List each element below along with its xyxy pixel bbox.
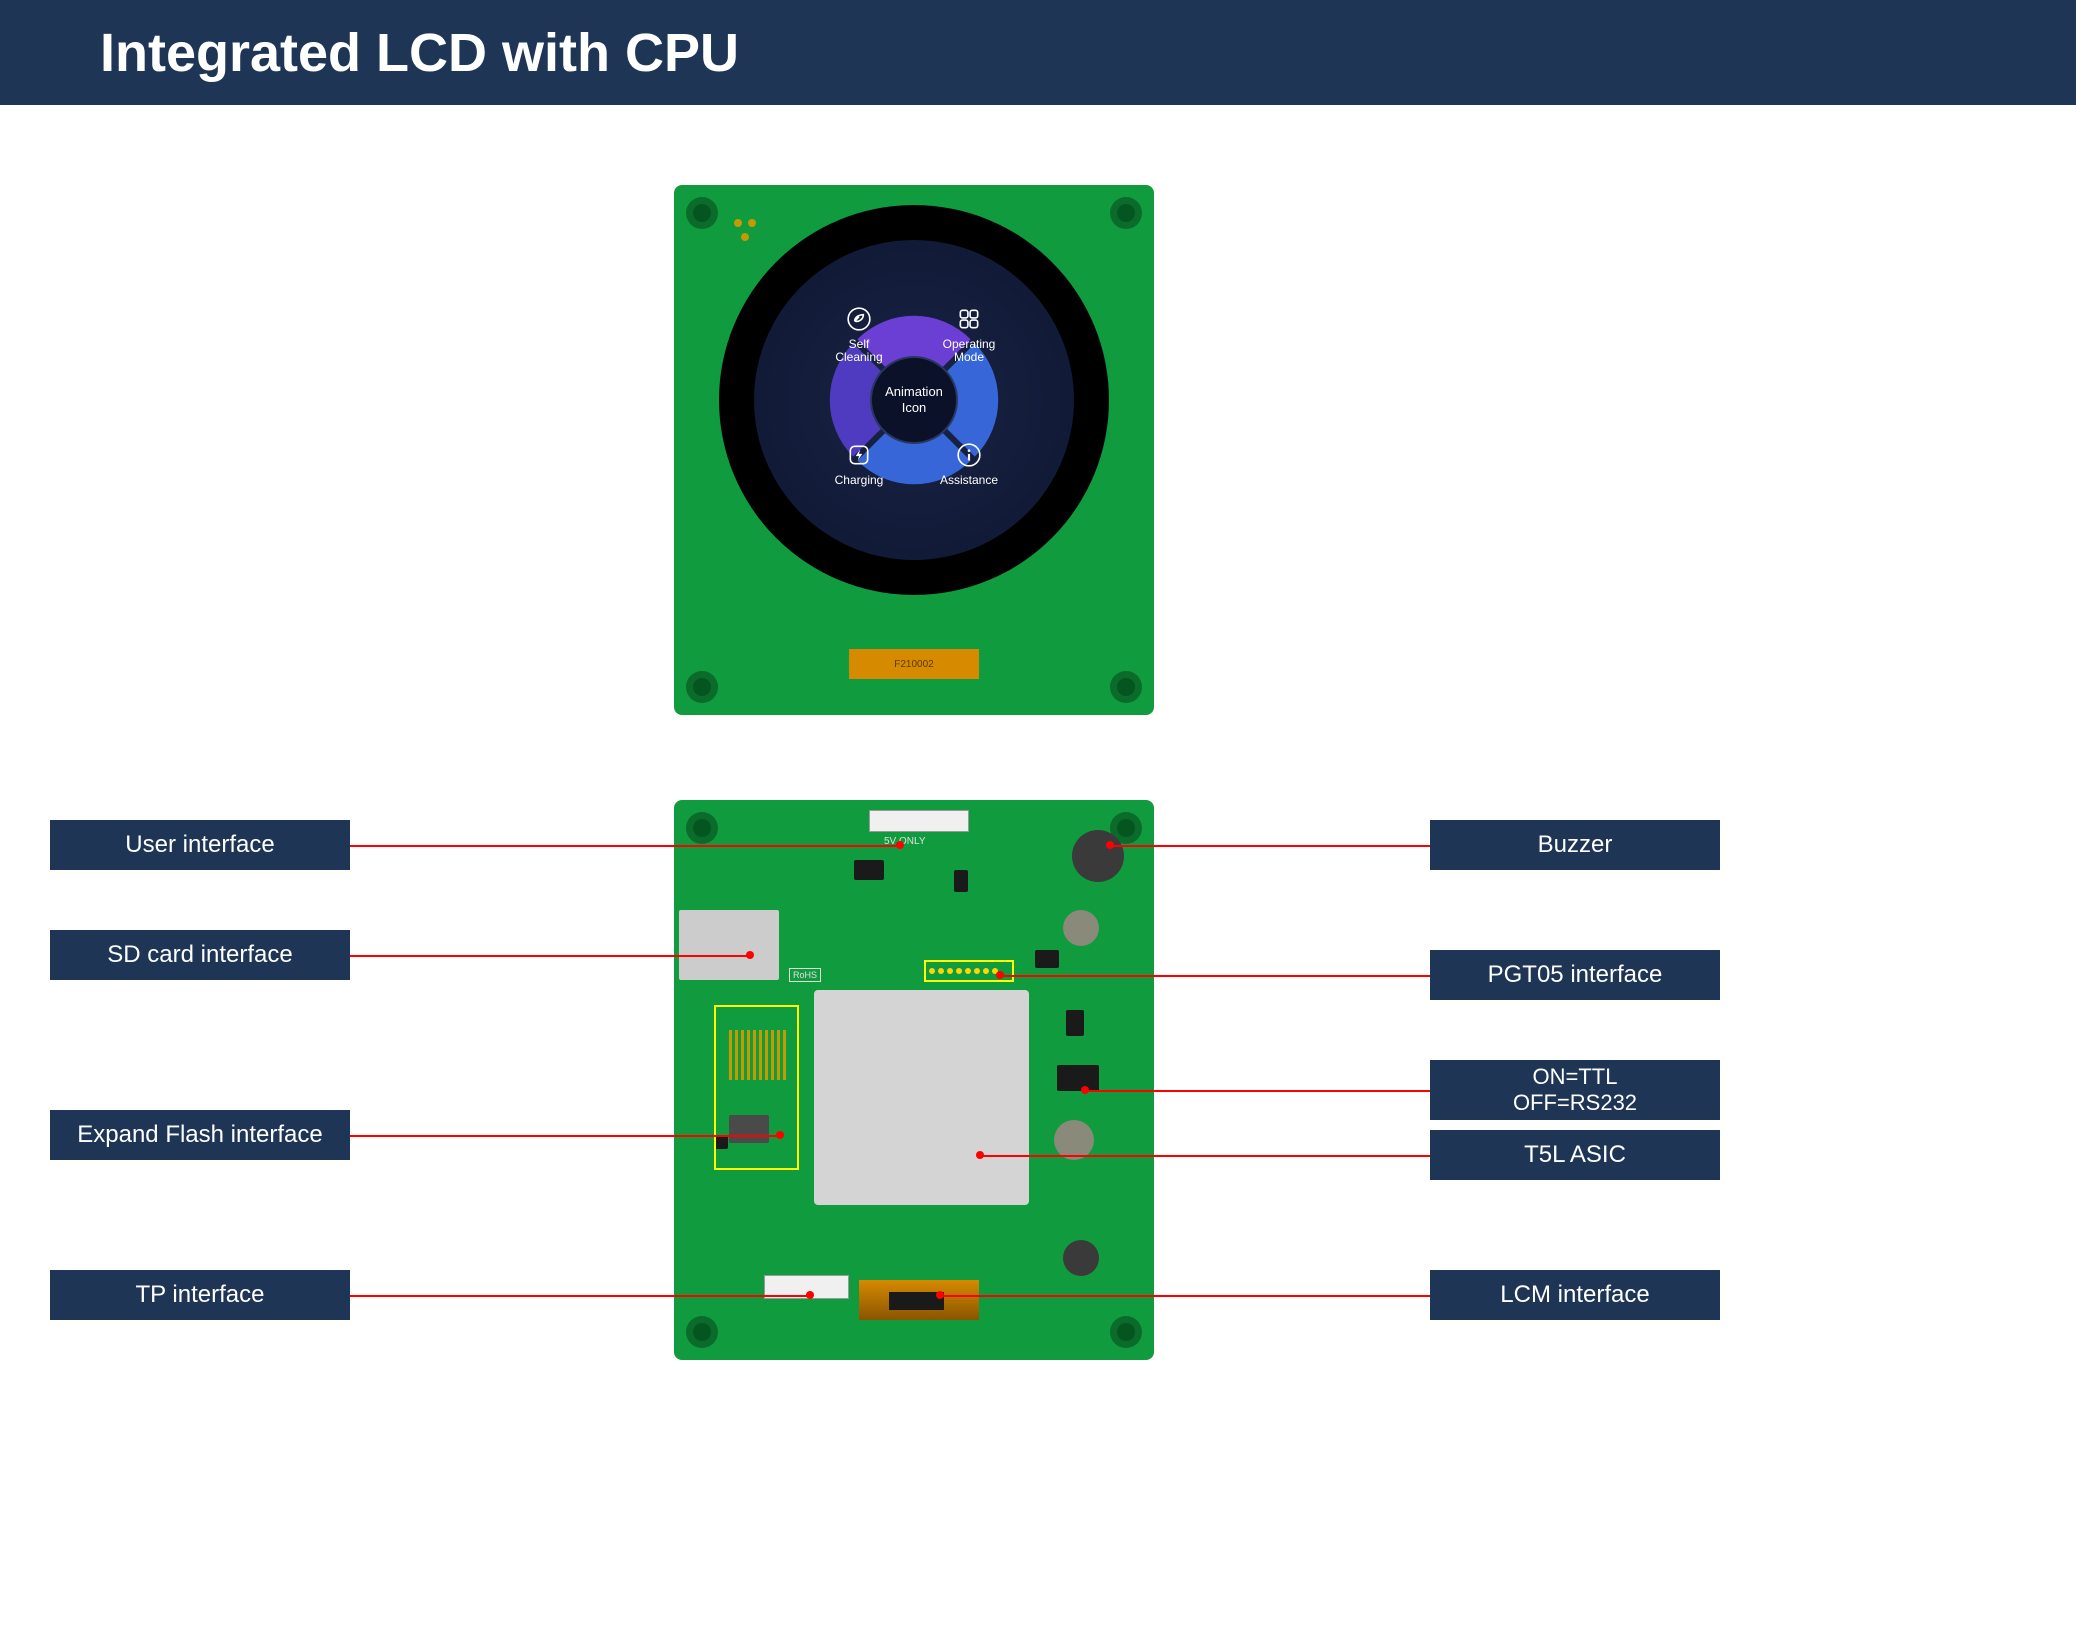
leader-line	[350, 955, 750, 957]
screw-hole	[686, 671, 718, 703]
leader-dot	[936, 1291, 944, 1299]
smd-component	[1057, 1065, 1099, 1091]
callout-sd-card: SD card interface	[50, 930, 350, 980]
flex-cable-label: F210002	[894, 659, 933, 670]
buzzer	[1072, 830, 1124, 882]
leader-line	[350, 845, 900, 847]
quadrant-operating-mode[interactable]: Operating Mode	[929, 295, 1009, 375]
callout-t5l-asic: T5L ASIC	[1430, 1130, 1720, 1180]
leader-dot	[776, 1131, 784, 1139]
callout-tp-interface: TP interface	[50, 1270, 350, 1320]
capacitor	[1063, 1240, 1099, 1276]
leader-line	[940, 1295, 1430, 1297]
info-icon	[956, 442, 982, 468]
callout-pgt05: PGT05 interface	[1430, 950, 1720, 1000]
center-circle[interactable]: Animation Icon	[870, 356, 958, 444]
screw-hole	[1110, 1316, 1142, 1348]
quadrant-charging[interactable]: Charging	[819, 425, 899, 505]
callout-label-b: OFF=RS232	[1513, 1090, 1637, 1116]
screw-hole	[1110, 671, 1142, 703]
quadrant-assistance[interactable]: Assistance	[929, 425, 1009, 505]
capacitor	[1063, 910, 1099, 946]
page-title: Integrated LCD with CPU	[100, 22, 739, 84]
flash-pads	[729, 1030, 789, 1080]
callout-label: TP interface	[136, 1281, 265, 1309]
callout-buzzer: Buzzer	[1430, 820, 1720, 870]
header-bar: Integrated LCD with CPU	[0, 0, 2076, 105]
expand-flash-chip	[729, 1115, 769, 1143]
callout-label: User interface	[125, 831, 274, 859]
callout-label: T5L ASIC	[1524, 1141, 1626, 1169]
leader-line	[350, 1295, 810, 1297]
callout-lcm: LCM interface	[1430, 1270, 1720, 1320]
back-pcb: 5V ONLY RoHS	[674, 800, 1154, 1360]
callout-expand-flash: Expand Flash interface	[50, 1110, 350, 1160]
leaf-icon	[846, 306, 872, 332]
sd-card-slot	[679, 910, 779, 980]
grid-icon	[956, 306, 982, 332]
leader-dot	[896, 841, 904, 849]
leader-line	[980, 1155, 1430, 1157]
quadrant-label: Charging	[835, 474, 884, 487]
quadrant-self-cleaning[interactable]: Self Cleaning	[819, 295, 899, 375]
center-label: Animation Icon	[885, 384, 943, 415]
smd-component	[854, 860, 884, 880]
callout-label: SD card interface	[107, 941, 292, 969]
quadrant-label: Assistance	[940, 474, 998, 487]
silkscreen-rohs: RoHS	[789, 968, 821, 982]
leader-dot	[746, 951, 754, 959]
solder-dot	[741, 233, 749, 241]
solder-dot	[748, 219, 756, 227]
callout-label: LCM interface	[1500, 1281, 1649, 1309]
leader-dot	[1081, 1086, 1089, 1094]
callout-ttl-rs232: ON=TTL OFF=RS232	[1430, 1060, 1720, 1120]
flex-cable: F210002	[849, 649, 979, 679]
leader-dot	[996, 971, 1004, 979]
callout-label: Buzzer	[1538, 831, 1613, 859]
smd-component	[1035, 950, 1059, 968]
leader-line	[350, 1135, 780, 1137]
callout-label: Expand Flash interface	[77, 1121, 322, 1149]
lcd-screen: Self Cleaning Operating Mode Charging As…	[754, 240, 1074, 560]
quadrant-label: Self Cleaning	[835, 338, 882, 364]
user-interface-connector	[869, 810, 969, 832]
bolt-icon	[846, 442, 872, 468]
quadrant-label: Operating Mode	[943, 338, 996, 364]
screw-hole	[1110, 197, 1142, 229]
leader-line	[1110, 845, 1430, 847]
solder-dot	[734, 219, 742, 227]
front-pcb: Self Cleaning Operating Mode Charging As…	[674, 185, 1154, 715]
capacitor	[1054, 1120, 1094, 1160]
leader-line	[1000, 975, 1430, 977]
smd-component	[954, 870, 968, 892]
callout-label: PGT05 interface	[1488, 961, 1663, 989]
smd-component	[1066, 1010, 1084, 1036]
leader-dot	[976, 1151, 984, 1159]
screw-hole	[686, 1316, 718, 1348]
leader-line	[1085, 1090, 1430, 1092]
leader-dot	[1106, 841, 1114, 849]
t5l-asic-chip	[814, 990, 1029, 1205]
screw-hole	[686, 812, 718, 844]
callout-label-a: ON=TTL	[1533, 1064, 1618, 1090]
callout-user-interface: User interface	[50, 820, 350, 870]
screw-hole	[686, 197, 718, 229]
leader-dot	[806, 1291, 814, 1299]
